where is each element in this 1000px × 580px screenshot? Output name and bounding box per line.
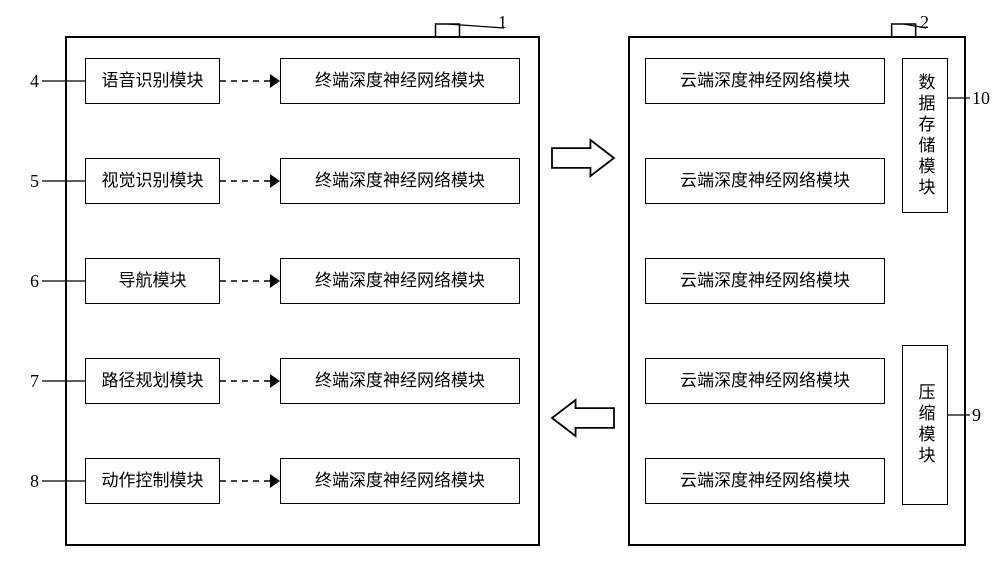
label: 视觉识别模块 (102, 172, 204, 191)
block-terminal-dnn: 终端深度神经网络模块 (280, 58, 520, 104)
label: 数据存储模块 (913, 73, 938, 199)
diagram-canvas: 语音识别模块 视觉识别模块 导航模块 路径规划模块 动作控制模块 终端深度神经网… (0, 0, 1000, 580)
label: 终端深度神经网络模块 (315, 72, 485, 91)
block-compress: 压缩模块 (902, 345, 948, 505)
block-path: 路径规划模块 (85, 358, 220, 404)
block-terminal-dnn: 终端深度神经网络模块 (280, 458, 520, 504)
block-cloud-dnn: 云端深度神经网络模块 (645, 358, 885, 404)
block-vision: 视觉识别模块 (85, 158, 220, 204)
block-terminal-dnn: 终端深度神经网络模块 (280, 158, 520, 204)
label: 云端深度神经网络模块 (680, 172, 850, 191)
block-cloud-dnn: 云端深度神经网络模块 (645, 58, 885, 104)
label: 云端深度神经网络模块 (680, 372, 850, 391)
block-storage: 数据存储模块 (902, 58, 948, 213)
ref-num: 1 (498, 12, 507, 33)
label: 云端深度神经网络模块 (680, 472, 850, 491)
label: 动作控制模块 (102, 472, 204, 491)
ref-num: 5 (30, 171, 39, 192)
label: 终端深度神经网络模块 (315, 472, 485, 491)
label: 终端深度神经网络模块 (315, 372, 485, 391)
block-nav: 导航模块 (85, 258, 220, 304)
ref-num: 6 (30, 271, 39, 292)
label: 云端深度神经网络模块 (680, 72, 850, 91)
ref-num: 2 (920, 12, 929, 33)
label: 云端深度神经网络模块 (680, 272, 850, 291)
label: 语音识别模块 (102, 72, 204, 91)
ref-num: 4 (30, 71, 39, 92)
label: 路径规划模块 (102, 372, 204, 391)
block-cloud-dnn: 云端深度神经网络模块 (645, 158, 885, 204)
label: 压缩模块 (913, 383, 938, 467)
block-cloud-dnn: 云端深度神经网络模块 (645, 258, 885, 304)
block-terminal-dnn: 终端深度神经网络模块 (280, 358, 520, 404)
block-speech: 语音识别模块 (85, 58, 220, 104)
block-terminal-dnn: 终端深度神经网络模块 (280, 258, 520, 304)
label: 导航模块 (119, 272, 187, 291)
label: 终端深度神经网络模块 (315, 172, 485, 191)
ref-num: 9 (972, 405, 981, 426)
block-cloud-dnn: 云端深度神经网络模块 (645, 458, 885, 504)
label: 终端深度神经网络模块 (315, 272, 485, 291)
ref-num: 8 (30, 471, 39, 492)
ref-num: 7 (30, 371, 39, 392)
block-motion: 动作控制模块 (85, 458, 220, 504)
ref-num: 10 (972, 88, 990, 109)
